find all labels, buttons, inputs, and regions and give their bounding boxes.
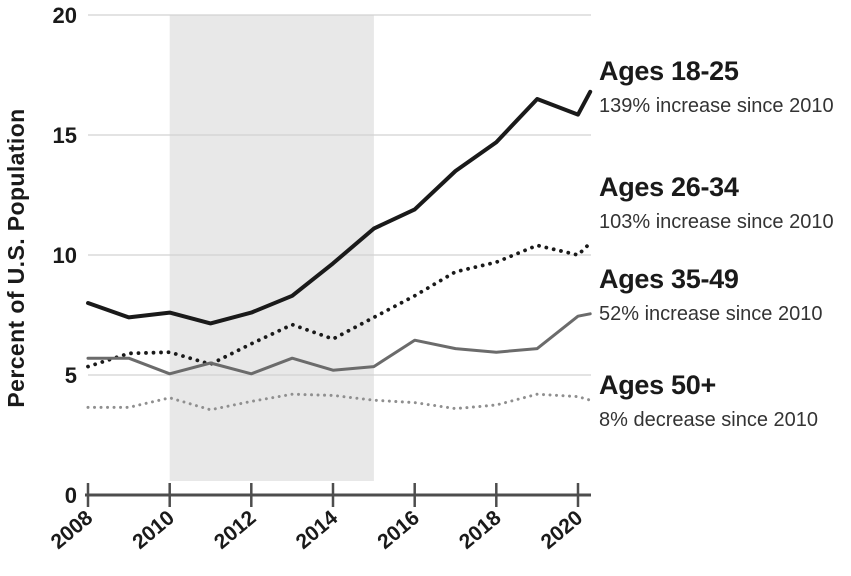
series-line-ages-26-34 [86,241,593,369]
y-tick-label: 10 [53,243,77,268]
y-axis-tick-labels: 0 5 10 15 20 [53,3,77,508]
x-tick-label: 2018 [455,506,506,554]
x-tick-label: 2014 [292,506,343,554]
series-line-ages-18-25 [86,89,593,326]
series-line-ages-50 [86,392,592,412]
x-tick-label: 2008 [47,506,98,554]
y-tick-label: 5 [65,363,77,388]
y-axis-title: Percent of U.S. Population [3,108,29,407]
y-tick-label: 15 [53,123,77,148]
x-axis-tick-labels: 2008 2010 2012 2014 2016 2018 2020 [47,506,588,554]
x-tick-label: 2010 [128,506,179,554]
x-axis [85,483,591,507]
x-tick-label: 2012 [210,506,261,554]
y-tick-label: 0 [65,483,77,508]
x-tick-label: 2020 [537,506,588,554]
y-tick-label: 20 [53,3,77,28]
series-line-ages-35-49 [86,312,592,376]
series-lines [86,89,593,412]
shaded-region-2010-2015 [169,15,374,481]
gridlines [88,14,591,376]
x-tick-label: 2016 [373,506,424,554]
